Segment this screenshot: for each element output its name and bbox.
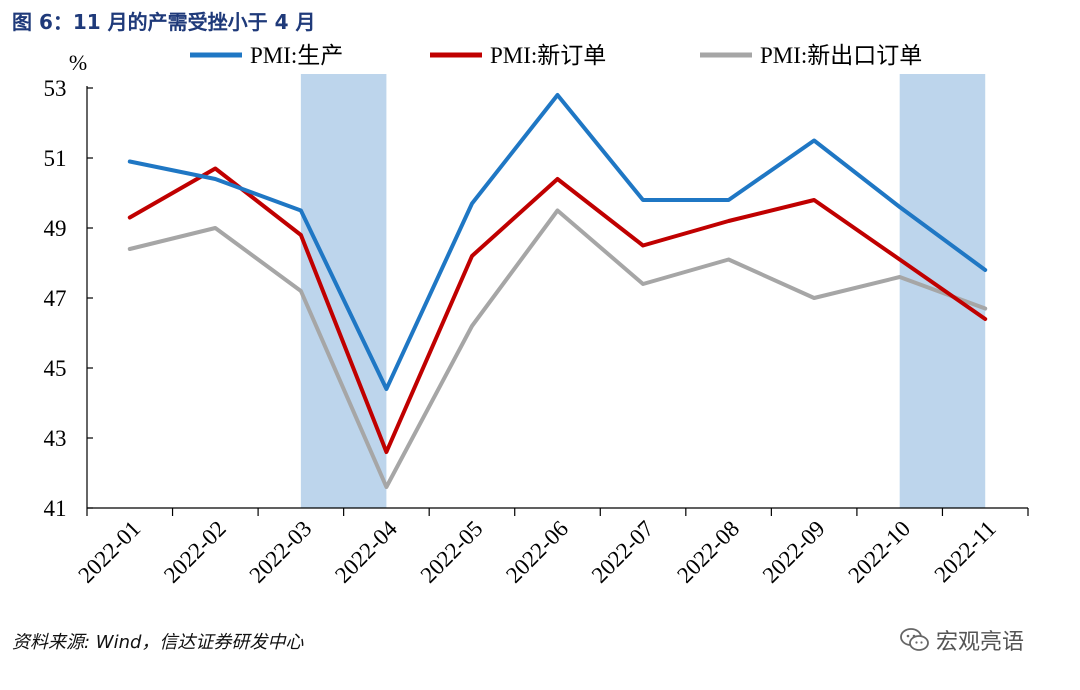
legend-label-1: PMI:生产 (250, 43, 343, 68)
watermark: 宏观亮语 (900, 624, 1024, 656)
x-tick-label-2022-10: 2022-10 (843, 516, 915, 588)
y-tick-label-43: 43 (44, 426, 67, 451)
x-tick-label-2022-01: 2022-01 (73, 516, 145, 588)
y-tick-label-49: 49 (44, 216, 67, 241)
source-note: 资料来源: Wind，信达证券研发中心 (12, 632, 304, 653)
x-tick-label-2022-03: 2022-03 (245, 516, 317, 588)
legend-label-2: PMI:新订单 (490, 43, 606, 68)
y-tick-label-45: 45 (44, 356, 67, 381)
x-tick-label-2022-02: 2022-02 (159, 516, 231, 588)
legend-label-3: PMI:新出口订单 (760, 43, 922, 68)
series-lines (127, 93, 988, 489)
y-tick-label-53: 53 (44, 76, 67, 101)
y-tick-label-41: 41 (44, 496, 67, 521)
x-tick-label-2022-06: 2022-06 (501, 516, 573, 588)
series-line-2 (127, 166, 988, 454)
series-line-3 (127, 208, 988, 489)
wechat-icon (900, 628, 929, 651)
watermark-text: 宏观亮语 (936, 630, 1025, 655)
x-tick-label-2022-11: 2022-11 (929, 516, 1000, 587)
series-line-1 (127, 93, 988, 391)
shaded-region-1 (300, 74, 387, 508)
y-axis-unit-label: % (69, 50, 87, 75)
x-tick-label-2022-07: 2022-07 (587, 516, 659, 588)
x-tick-label-2022-05: 2022-05 (416, 516, 488, 588)
legend: PMI:生产 PMI:新订单 PMI:新出口订单 (190, 43, 922, 68)
x-tick-label-2022-04: 2022-04 (330, 516, 402, 588)
y-tick-label-47: 47 (44, 286, 67, 311)
x-tick-label-2022-08: 2022-08 (672, 516, 744, 588)
x-tick-label-2022-09: 2022-09 (758, 516, 830, 588)
shaded-regions (300, 74, 986, 508)
figure-title: 图 6：11 月的产需受挫小于 4 月 (12, 10, 316, 34)
y-tick-label-51: 51 (44, 146, 67, 171)
